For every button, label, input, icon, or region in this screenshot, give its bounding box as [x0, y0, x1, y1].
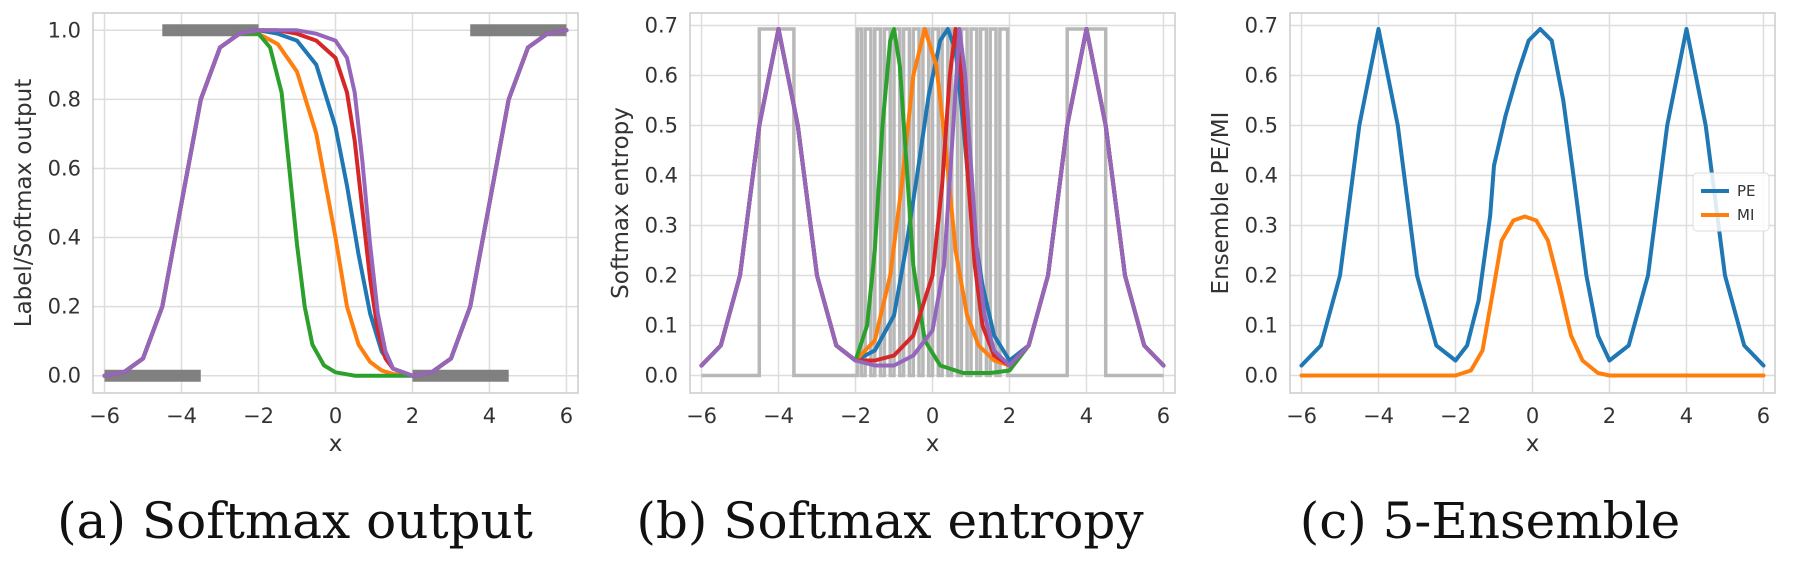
x-tick-label: 4 [1080, 404, 1093, 428]
x-tick-label: −4 [1363, 404, 1394, 428]
x-tick-label: 6 [560, 404, 573, 428]
x-tick-label: 0 [1526, 404, 1539, 428]
y-tick-label: 0.1 [645, 314, 678, 338]
panel-caption: (b) Softmax entropy [636, 492, 1144, 550]
x-tick-label: 2 [1603, 404, 1616, 428]
x-tick-label: −4 [166, 404, 197, 428]
plot-area [102, 24, 569, 382]
y-tick-label: 0.0 [48, 364, 81, 388]
series-line-mi [1299, 214, 1766, 378]
plot-frame [1289, 12, 1776, 394]
x-tick-label: 4 [1680, 404, 1693, 428]
y-tick-label: 0.5 [645, 114, 678, 138]
panel-caption: (a) Softmax output [57, 492, 533, 550]
x-tick-label: −4 [763, 404, 794, 428]
x-tick-label: 4 [483, 404, 496, 428]
y-tick-label: 0.3 [1245, 214, 1278, 238]
x-tick-label: 0 [926, 404, 939, 428]
legend-box [1692, 172, 1770, 232]
x-tick-label: −6 [1286, 404, 1317, 428]
legend-label: MI [1737, 206, 1754, 224]
x-axis-label: x [926, 431, 940, 457]
x-tick-label: 2 [406, 404, 419, 428]
x-tick-label: 6 [1757, 404, 1770, 428]
panel-3: −6 −4 −2 0 2 4 6 0.0 0.1 0.2 0.3 0.4 0.5 0.6 0.7 x Ensem… [1208, 12, 1776, 550]
y-tick-label: 0.6 [48, 156, 81, 180]
y-tick-label: 0.4 [1245, 164, 1278, 188]
y-tick-label: 0.6 [645, 64, 678, 88]
panel-2: −6 −4 −2 0 2 4 6 0.0 0.1 0.2 0.3 0.4 0.5 0.6 0.7 x Softm… [608, 12, 1176, 550]
x-tick-label: −6 [686, 404, 717, 428]
y-tick-label: 0.1 [1245, 314, 1278, 338]
x-tick-label: −2 [243, 404, 274, 428]
plot-frame [689, 12, 1176, 394]
x-tick-label: 6 [1157, 404, 1170, 428]
y-tick-label: 0.0 [1245, 364, 1278, 388]
y-tick-label: 0.7 [645, 14, 678, 38]
x-tick-label: 2 [1003, 404, 1016, 428]
x-tick-label: −2 [840, 404, 871, 428]
y-tick-label: 0.3 [645, 214, 678, 238]
series-line-pe [1299, 27, 1766, 368]
y-tick-label: 0.0 [645, 364, 678, 388]
series-line-5 [102, 28, 569, 378]
x-tick-label: −6 [89, 404, 120, 428]
y-tick-label: 0.4 [48, 226, 81, 250]
plot-frame [92, 12, 579, 394]
y-tick-label: 0.2 [1245, 264, 1278, 288]
panel-1: −6 −4 −2 0 2 4 6 0.0 0.2 0.4 0.6 0.8 1.0 x Label/Softm… [11, 12, 579, 550]
x-tick-label: −2 [1440, 404, 1471, 428]
y-tick-label: 0.8 [48, 87, 81, 111]
y-axis-label: Softmax entropy [608, 107, 634, 299]
x-axis-label: x [1526, 431, 1540, 457]
y-tick-label: 0.2 [48, 295, 81, 319]
y-tick-label: 0.7 [1245, 14, 1278, 38]
legend: PE MI [1692, 172, 1770, 232]
y-tick-label: 0.2 [645, 264, 678, 288]
y-axis-label: Ensemble PE/MI [1208, 112, 1234, 295]
y-tick-label: 0.6 [1245, 64, 1278, 88]
label-entropy-line [701, 27, 1164, 378]
legend-label: PE [1737, 182, 1756, 200]
y-tick-label: 0.5 [1245, 114, 1278, 138]
x-axis-label: x [329, 431, 343, 457]
plot-area [1299, 27, 1766, 378]
y-axis-label: Label/Softmax output [11, 79, 37, 327]
y-tick-label: 1.0 [48, 18, 81, 42]
x-tick-label: 0 [329, 404, 342, 428]
panel-caption: (c) 5-Ensemble [1300, 492, 1681, 550]
y-tick-label: 0.4 [645, 164, 678, 188]
plot-area [699, 27, 1166, 378]
series-line-5 [699, 27, 1166, 368]
